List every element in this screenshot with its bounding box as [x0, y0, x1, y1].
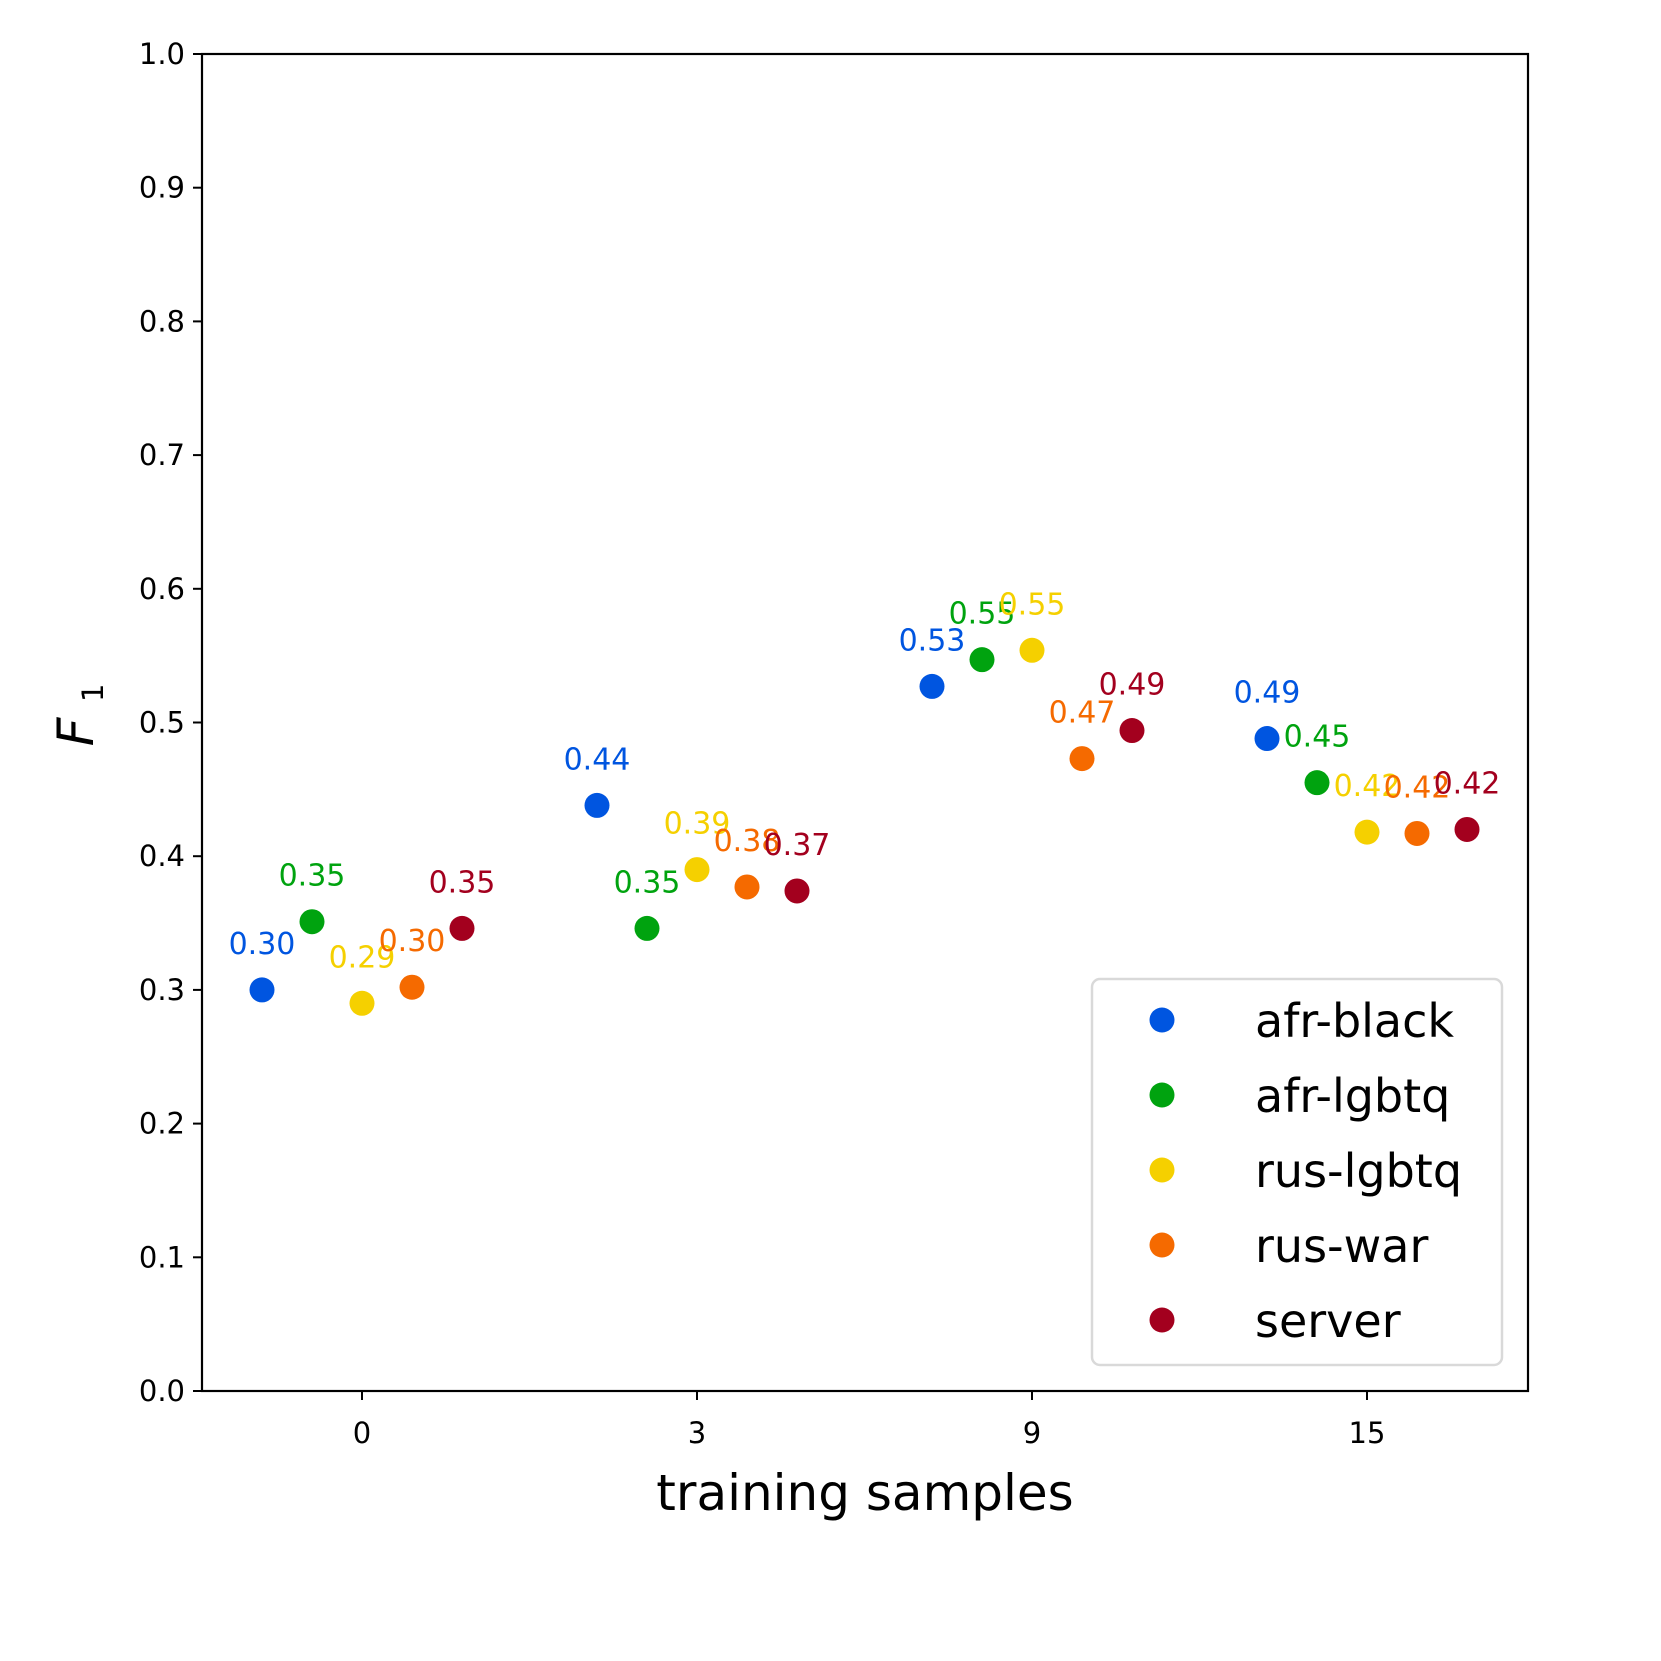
y-tick-label: 1.0 — [139, 37, 185, 71]
point-rus-lgbtq-0 — [349, 990, 375, 1016]
point-afr-lgbtq-3 — [634, 915, 660, 941]
point-afr-black-9 — [919, 673, 945, 699]
x-tick-label: 15 — [1349, 1416, 1386, 1450]
data-label-afr-black-15: 0.49 — [1234, 676, 1301, 711]
point-server-3 — [784, 878, 810, 904]
y-tick-label: 0.9 — [139, 171, 185, 205]
point-rus-lgbtq-15 — [1354, 819, 1380, 845]
data-points — [249, 637, 1480, 1016]
point-rus-war-3 — [734, 874, 760, 900]
y-tick-label: 0.0 — [139, 1374, 185, 1408]
plot-frame — [200, 52, 1530, 1393]
legend-marker-rus-lgbtq — [1149, 1157, 1175, 1183]
y-axis-label-main: F — [47, 716, 105, 746]
point-rus-war-15 — [1404, 820, 1430, 846]
data-label-rus-war-9: 0.47 — [1049, 696, 1116, 731]
y-tick-label: 0.7 — [139, 438, 185, 472]
x-tick-label: 3 — [688, 1416, 706, 1450]
point-afr-lgbtq-9 — [969, 647, 995, 673]
data-label-server-15: 0.42 — [1434, 766, 1501, 801]
data-label-rus-war-0: 0.30 — [379, 924, 446, 959]
data-label-rus-lgbtq-9: 0.55 — [999, 587, 1066, 622]
x-tick-label: 9 — [1023, 1416, 1041, 1450]
point-server-0 — [449, 915, 475, 941]
x-axis-ticks: 0 3 9 15 — [353, 1391, 1386, 1450]
legend-marker-afr-black — [1149, 1007, 1175, 1033]
point-rus-lgbtq-9 — [1019, 637, 1045, 663]
data-label-rus-war-15: 0.42 — [1384, 770, 1451, 805]
data-label-afr-lgbtq-15: 0.45 — [1284, 720, 1351, 755]
data-labels: 0.30 0.44 0.53 0.49 0.35 0.35 0.55 0.45 0.29 0.39… — [229, 587, 1501, 975]
y-tick-label: 0.2 — [139, 1107, 185, 1141]
point-server-15 — [1454, 816, 1480, 842]
legend-frame — [1090, 977, 1504, 1367]
x-axis-label: training samples — [656, 1464, 1073, 1522]
data-label-afr-black-0: 0.30 — [229, 927, 296, 962]
data-label-rus-lgbtq-15: 0.42 — [1334, 769, 1401, 804]
y-tick-label: 0.1 — [139, 1240, 185, 1274]
point-afr-black-15 — [1254, 726, 1280, 752]
data-label-afr-black-3: 0.44 — [564, 742, 631, 777]
data-label-afr-lgbtq-3: 0.35 — [614, 865, 681, 900]
y-axis-label-subscript: 1 — [76, 684, 110, 702]
point-rus-war-9 — [1069, 746, 1095, 772]
data-label-rus-war-3: 0.38 — [714, 824, 781, 859]
legend-label-rus-lgbtq: rus-lgbtq — [1255, 1144, 1462, 1198]
legend-marker-server — [1149, 1307, 1175, 1333]
legend-label-afr-black: afr-black — [1255, 994, 1454, 1048]
data-label-afr-black-9: 0.53 — [899, 623, 966, 658]
point-rus-lgbtq-3 — [684, 857, 710, 883]
y-axis-ticks: 0.0 0.1 0.2 0.3 0.4 0.5 0.6 0.7 0.8 0.9 1.0 — [139, 37, 202, 1408]
y-tick-label: 0.6 — [139, 572, 185, 606]
legend-label-server: server — [1255, 1294, 1401, 1348]
y-tick-label: 0.4 — [139, 839, 185, 873]
legend-marker-afr-lgbtq — [1149, 1082, 1175, 1108]
y-axis-label: F 1 — [47, 684, 110, 747]
point-afr-lgbtq-15 — [1304, 770, 1330, 796]
data-label-server-0: 0.35 — [429, 865, 496, 900]
data-label-afr-lgbtq-0: 0.35 — [279, 859, 346, 894]
data-label-afr-lgbtq-9: 0.55 — [949, 597, 1016, 632]
point-afr-black-3 — [584, 792, 610, 818]
data-label-rus-lgbtq-3: 0.39 — [664, 807, 731, 842]
point-server-9 — [1119, 718, 1145, 744]
legend-label-afr-lgbtq: afr-lgbtq — [1255, 1069, 1450, 1123]
x-tick-label: 0 — [353, 1416, 371, 1450]
y-tick-label: 0.8 — [139, 304, 185, 338]
data-label-server-3: 0.37 — [764, 828, 831, 863]
legend-label-rus-war: rus-war — [1255, 1219, 1428, 1273]
point-afr-black-0 — [249, 977, 275, 1003]
data-label-rus-lgbtq-0: 0.29 — [329, 940, 396, 975]
point-afr-lgbtq-0 — [299, 909, 325, 935]
point-rus-war-0 — [399, 974, 425, 1000]
y-tick-label: 0.5 — [139, 706, 185, 740]
legend: afr-black afr-lgbtq rus-lgbtq rus-war server — [1090, 977, 1504, 1367]
legend-marker-rus-war — [1149, 1232, 1175, 1258]
data-label-server-9: 0.49 — [1099, 668, 1166, 703]
y-tick-label: 0.3 — [139, 973, 185, 1007]
